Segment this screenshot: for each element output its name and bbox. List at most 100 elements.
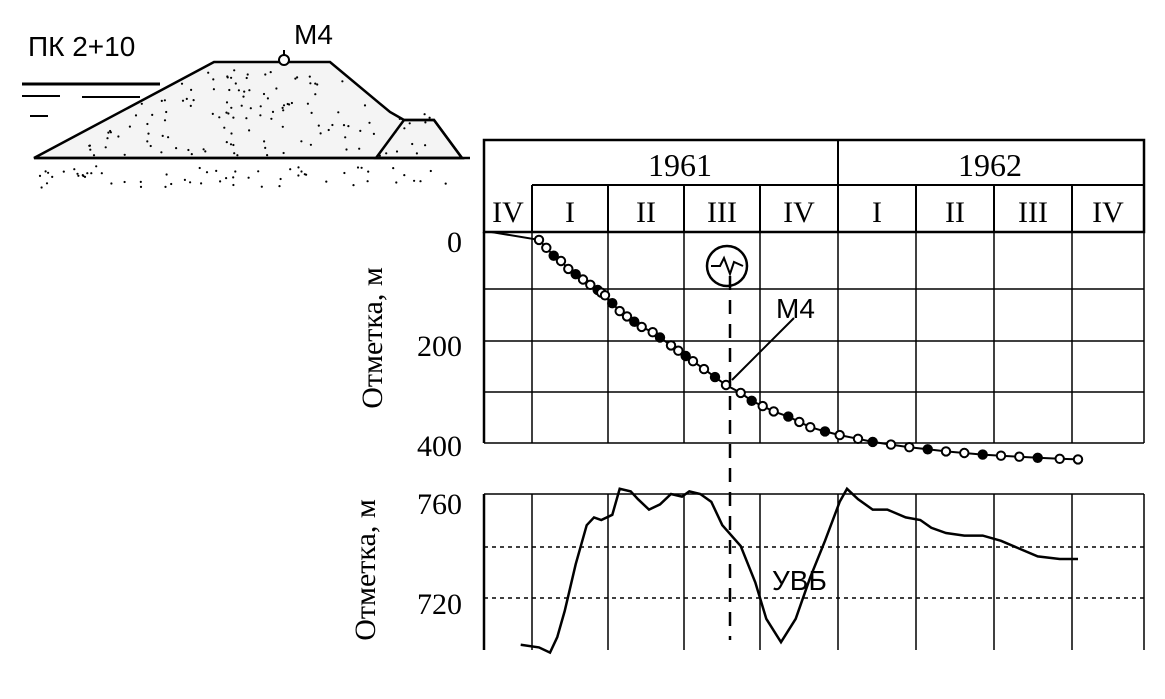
fill-dot [266,97,269,100]
fill-dot [403,127,406,130]
fill-dot [266,154,269,157]
fill-dot [356,166,360,169]
quarter-label: IV [1092,196,1124,229]
fill-dot [202,148,205,151]
m4-point [541,242,552,254]
m4-point [599,290,611,301]
fill-dot [192,99,195,102]
fill-dots [38,69,447,189]
fill-dot [240,104,243,107]
fill-dot [230,106,233,109]
m4-point [673,345,684,356]
fill-dot [149,144,152,148]
m4-point [885,439,897,450]
fill-dot [83,175,87,178]
fill-dot [275,87,278,90]
fill-dot [363,104,367,107]
settlement-panel: 0 200 400 Отметка, м M4 [356,226,1145,465]
fill-dot [183,178,186,181]
fill-dot [229,143,233,146]
fill-dot [51,175,54,178]
m4-point [867,436,878,448]
fill-dot [151,113,154,116]
fill-dot [429,169,432,173]
fill-dot [262,92,266,96]
fill-dot [444,182,447,185]
m4-point [614,305,625,317]
m4-point [621,311,633,322]
fill-dot [242,95,245,98]
fill-dot [95,165,98,168]
fill-dot [232,116,235,119]
fill-dot [212,88,215,91]
water-level-panel: 760 720 Отметка, м УВБ [349,486,1145,655]
fill-dot [300,140,303,143]
quarter-label: II [636,196,656,229]
y-tick-760: 760 [417,488,462,521]
quarter-label: IV [492,196,524,229]
fill-dot [181,99,185,102]
fill-dot [245,76,248,80]
fill-dot [232,176,235,179]
m4-point [548,250,559,261]
fill-dot [281,106,284,109]
fill-dot [424,121,427,124]
fill-dot [411,142,414,146]
uvb-annotation: УВБ [772,565,827,596]
fill-dot [134,114,138,117]
water-level-grid [482,493,1145,650]
m4-point [783,411,794,422]
m4-point [585,279,596,290]
m4-point [768,406,779,417]
fill-dot [394,131,397,134]
fill-dot [227,112,230,115]
fill-dot [398,117,401,120]
fill-dot [368,121,371,124]
fill-dot [286,102,289,106]
fill-dot [419,180,422,183]
mark-label: M4 [294,19,333,50]
fill-dot [300,170,303,173]
fill-dot [342,124,346,127]
fill-dot [279,177,282,181]
fill-dot [190,153,193,156]
fill-dot [189,104,192,107]
fill-dot [82,174,85,178]
fill-dot [44,170,47,173]
quarter-label: II [945,196,965,229]
fill-dot [360,166,363,169]
fill-dot [264,73,267,76]
fill-dot [107,131,110,134]
dam-body [33,60,465,160]
fill-dot [297,174,300,177]
quarter-label: I [565,196,575,229]
fill-dot [358,147,361,150]
fill-dot [234,170,237,173]
fill-dot [232,143,235,147]
m4-point [636,321,647,333]
fill-dot [395,150,399,153]
m4-point [1072,454,1084,465]
fill-dot [77,174,80,177]
fill-dot [161,134,164,137]
fill-dot [110,182,113,185]
fill-dot [305,173,308,176]
fill-dot [352,184,355,187]
fill-dot [264,146,267,149]
fill-dot [45,182,49,185]
fill-dot [337,111,340,114]
fill-dot [106,137,109,140]
fill-dot [269,71,272,74]
y-axis-label-2: Отметка, м [349,499,382,641]
fill-dot [223,126,226,129]
m4-point [940,446,952,457]
m4-point [665,340,677,351]
fill-dot [343,171,346,175]
fill-dot [345,148,348,151]
fill-dot [40,186,43,189]
quarter-label: III [1018,196,1048,229]
m4-point [687,356,699,367]
fill-dot [62,170,65,173]
fill-dot [263,140,266,143]
fill-dot [314,82,317,85]
